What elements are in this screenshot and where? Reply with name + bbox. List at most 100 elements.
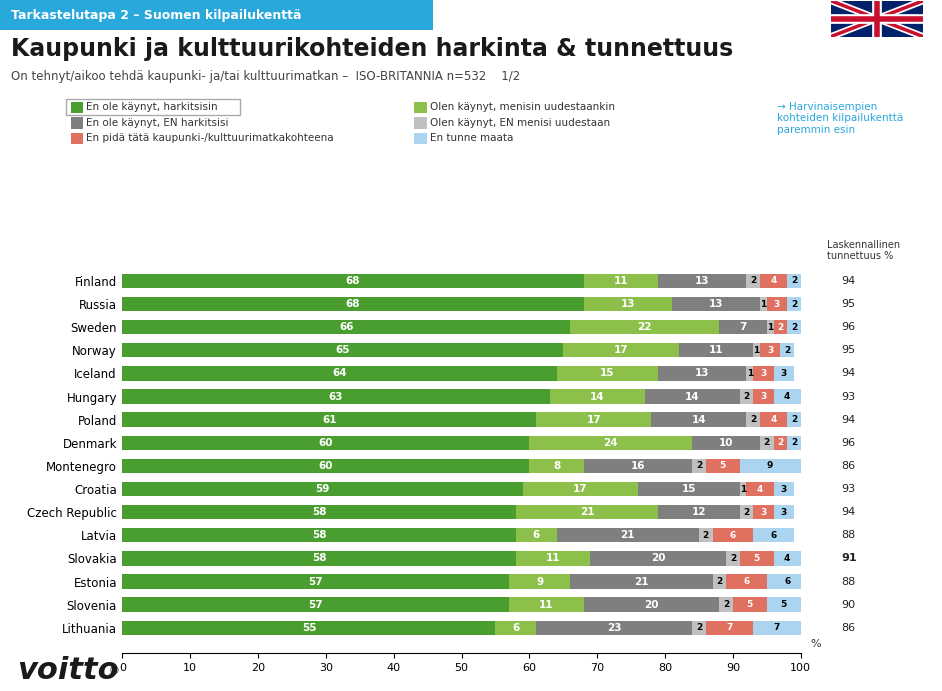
Text: 2: 2 (790, 415, 797, 424)
Bar (773, 505, 794, 520)
Text: 55: 55 (301, 623, 317, 633)
Text: 6: 6 (532, 530, 540, 540)
Bar (122, 528, 516, 542)
Bar (536, 621, 692, 635)
Bar (529, 459, 584, 473)
Text: Laskennallinen: Laskennallinen (827, 240, 901, 250)
Bar (122, 621, 495, 635)
Bar (739, 482, 746, 496)
Text: 64: 64 (333, 368, 347, 379)
Bar (760, 343, 780, 357)
Bar (780, 343, 794, 357)
Bar (760, 435, 773, 450)
Text: 23: 23 (607, 623, 622, 633)
Text: 4: 4 (771, 415, 777, 424)
Text: 2: 2 (716, 577, 723, 586)
Text: 6: 6 (512, 623, 519, 633)
Text: 11: 11 (708, 346, 723, 355)
Text: 13: 13 (695, 368, 709, 379)
Bar (584, 297, 672, 311)
Text: 2: 2 (696, 462, 702, 471)
Text: 91: 91 (841, 553, 857, 563)
Bar (788, 320, 801, 334)
Text: 6: 6 (743, 577, 750, 586)
Text: On tehnyt/aikoo tehdä kaupunki- ja/tai kulttuurimatkan –  ISO-BRITANNIA n=532   : On tehnyt/aikoo tehdä kaupunki- ja/tai k… (11, 70, 521, 84)
Bar (754, 366, 773, 381)
Text: 24: 24 (604, 438, 618, 448)
Bar (767, 297, 788, 311)
Bar (672, 297, 760, 311)
Bar (773, 482, 794, 496)
Text: 4: 4 (771, 276, 777, 285)
Text: 94: 94 (841, 415, 855, 425)
Bar (122, 505, 516, 520)
Text: 3: 3 (781, 484, 787, 493)
Bar (122, 366, 557, 381)
Text: 13: 13 (695, 276, 709, 286)
Text: 7: 7 (739, 322, 747, 332)
Text: 3: 3 (760, 508, 767, 517)
Bar (720, 598, 733, 612)
Bar (767, 320, 773, 334)
Text: 68: 68 (346, 276, 360, 286)
Text: 8: 8 (553, 461, 560, 471)
Bar (720, 320, 767, 334)
Text: 86: 86 (841, 461, 855, 471)
Text: 6: 6 (730, 531, 736, 540)
Text: En ole käynyt, EN harkitsisi: En ole käynyt, EN harkitsisi (86, 118, 228, 128)
Text: tunnettuus %: tunnettuus % (827, 252, 893, 261)
Text: 1: 1 (760, 299, 767, 308)
Text: 21: 21 (621, 530, 635, 540)
Text: 96: 96 (841, 322, 855, 332)
Text: Olen käynyt, EN menisi uudestaan: Olen käynyt, EN menisi uudestaan (430, 118, 609, 128)
Text: 16: 16 (631, 461, 645, 471)
Text: 2: 2 (743, 392, 750, 401)
Text: 9: 9 (536, 576, 544, 587)
Bar (658, 505, 739, 520)
Bar (788, 274, 801, 288)
Bar (739, 551, 773, 565)
Text: 13: 13 (621, 299, 635, 309)
Text: 95: 95 (841, 299, 855, 309)
Text: 65: 65 (335, 346, 350, 355)
Text: 2: 2 (790, 323, 797, 332)
Bar (495, 621, 536, 635)
Text: 2: 2 (696, 623, 702, 632)
Text: 11: 11 (614, 276, 628, 286)
Text: 2: 2 (723, 600, 729, 609)
Bar (638, 482, 739, 496)
Text: 7: 7 (726, 623, 733, 632)
Bar (739, 505, 754, 520)
Text: En ole käynyt, harkitsisin: En ole käynyt, harkitsisin (86, 102, 218, 112)
Text: 11: 11 (539, 600, 554, 609)
Bar (773, 389, 801, 404)
Text: 14: 14 (685, 392, 700, 401)
Bar (122, 482, 523, 496)
Text: 2: 2 (750, 415, 756, 424)
Bar (746, 366, 754, 381)
Text: 6: 6 (771, 531, 777, 540)
Bar (706, 621, 754, 635)
Text: 1: 1 (754, 346, 760, 354)
Text: 2: 2 (743, 508, 750, 517)
Text: 66: 66 (339, 322, 353, 332)
Bar (122, 551, 516, 565)
Bar (692, 435, 760, 450)
Bar (712, 574, 726, 589)
Text: Kaupunki ja kulttuurikohteiden harkinta & tunnettuus: Kaupunki ja kulttuurikohteiden harkinta … (11, 37, 734, 61)
Text: 7: 7 (773, 623, 780, 632)
Text: 60: 60 (318, 438, 333, 448)
Bar (788, 413, 801, 427)
Text: 1: 1 (767, 323, 773, 332)
Bar (584, 598, 720, 612)
Bar (122, 297, 584, 311)
Text: 58: 58 (312, 530, 326, 540)
Bar (746, 413, 760, 427)
Text: 5: 5 (781, 600, 787, 609)
Text: Tarkastelutapa 2 – Suomen kilpailukenttä: Tarkastelutapa 2 – Suomen kilpailukenttä (11, 9, 301, 21)
Bar (658, 366, 746, 381)
Bar (570, 320, 720, 334)
Bar (706, 459, 739, 473)
Bar (739, 459, 801, 473)
Bar (563, 343, 678, 357)
